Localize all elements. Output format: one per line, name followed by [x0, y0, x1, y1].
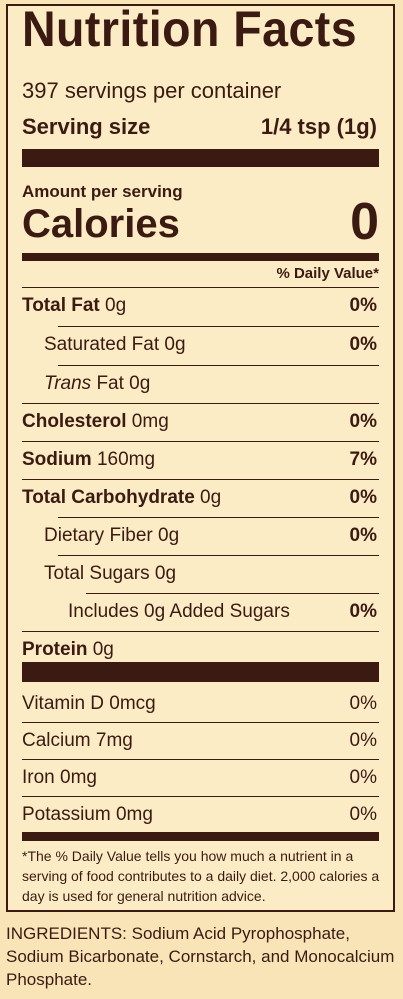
nutrient-row-protein: Protein 0g: [22, 632, 379, 668]
nutrient-percent: 0%: [349, 295, 377, 316]
ingredients-text: INGREDIENTS: Sodium Acid Pyrophosphate, …: [6, 924, 395, 989]
calories-value: 0: [350, 193, 379, 251]
divider: [22, 631, 379, 632]
nutrition-facts-panel: Nutrition Facts 397 servings per contain…: [6, 1, 395, 912]
thick-divider: [22, 662, 379, 682]
nutrient-row-cholesterol: Cholesterol 0mg 0%: [22, 404, 379, 440]
nutrient-amount: 0g: [87, 639, 114, 660]
nutrient-name: Cholesterol: [22, 411, 127, 432]
divider: [58, 517, 379, 518]
nutrient-amount: 0mg: [126, 411, 169, 432]
daily-value-header: % Daily Value*: [276, 265, 379, 282]
nutrient-percent: 0%: [349, 525, 377, 546]
divider: [22, 479, 379, 480]
nutrient-name: Sodium: [22, 449, 92, 470]
nutrient-name: Total Sugars 0g: [44, 563, 177, 584]
amount-per-serving: Amount per serving: [22, 182, 183, 201]
nutrient-name: Total Carbohydrate: [22, 487, 195, 508]
vitamin-name: Iron 0mg: [22, 767, 97, 788]
divider: [22, 759, 379, 760]
nutrient-percent: 0%: [349, 334, 377, 355]
nutrient-name: Dietary Fiber 0g: [44, 525, 180, 546]
divider: [22, 796, 379, 797]
nutrient-amount: 0g: [99, 295, 127, 316]
vitamin-name: Calcium 7mg: [22, 730, 133, 751]
servings-per-container: 397 servings per container: [22, 78, 282, 103]
nutrient-amount: 0g: [194, 487, 222, 508]
nutrient-name: Saturated Fat 0g: [44, 334, 186, 355]
nutrient-row-added-sugars: Includes 0g Added Sugars 0%: [22, 594, 379, 630]
vitamin-row: Iron 0mg 0%: [22, 760, 379, 796]
nutrient-name: Protein: [22, 639, 88, 660]
nutrient-amount: Fat 0g: [91, 373, 151, 394]
nutrient-name: Includes 0g Added Sugars: [68, 601, 290, 622]
nutrient-row-total-fat: Total Fat 0g 0%: [22, 288, 379, 324]
nutrient-row-dietary-fiber: Dietary Fiber 0g 0%: [22, 518, 379, 554]
panel-title: Nutrition Facts: [22, 1, 358, 57]
nutrient-name: Total Fat: [22, 295, 100, 316]
nutrient-row-total-sugars: Total Sugars 0g: [22, 556, 379, 592]
medium-divider: [22, 253, 379, 261]
divider: [86, 593, 379, 594]
divider: [22, 403, 379, 404]
serving-size-label: Serving size: [22, 114, 151, 139]
nutrient-row-sodium: Sodium 160mg 7%: [22, 442, 379, 478]
vitamin-name: Potassium 0mg: [22, 804, 153, 825]
nutrient-row-trans-fat: Trans Fat 0g: [22, 366, 379, 402]
divider: [22, 287, 379, 288]
nutrient-name: Trans: [44, 373, 92, 394]
divider: [58, 326, 379, 327]
daily-value-footnote: *The % Daily Value tells you how much a …: [22, 848, 380, 904]
divider: [22, 722, 379, 723]
vitamin-percent: 0%: [349, 804, 377, 825]
nutrient-percent: 0%: [349, 411, 377, 432]
vitamin-percent: 0%: [349, 693, 377, 714]
nutrient-amount: 160mg: [91, 449, 156, 470]
vitamin-row: Vitamin D 0mcg 0%: [22, 686, 379, 722]
nutrient-row-saturated-fat: Saturated Fat 0g 0%: [22, 327, 379, 363]
medium-divider: [22, 832, 379, 841]
nutrient-row-total-carbohydrate: Total Carbohydrate 0g 0%: [22, 480, 379, 516]
divider: [22, 441, 379, 442]
vitamin-percent: 0%: [349, 767, 377, 788]
vitamin-percent: 0%: [349, 730, 377, 751]
nutrient-percent: 0%: [349, 601, 377, 622]
serving-size-value: 1/4 tsp (1g): [260, 114, 377, 139]
divider: [58, 555, 379, 556]
divider: [58, 365, 379, 366]
calories-label: Calories: [22, 202, 180, 246]
vitamin-row: Calcium 7mg 0%: [22, 723, 379, 759]
vitamin-name: Vitamin D 0mcg: [22, 693, 156, 714]
vitamin-row: Potassium 0mg 0%: [22, 797, 379, 833]
thick-divider: [22, 149, 379, 167]
nutrient-percent: 0%: [349, 487, 377, 508]
nutrient-percent: 7%: [349, 449, 377, 470]
